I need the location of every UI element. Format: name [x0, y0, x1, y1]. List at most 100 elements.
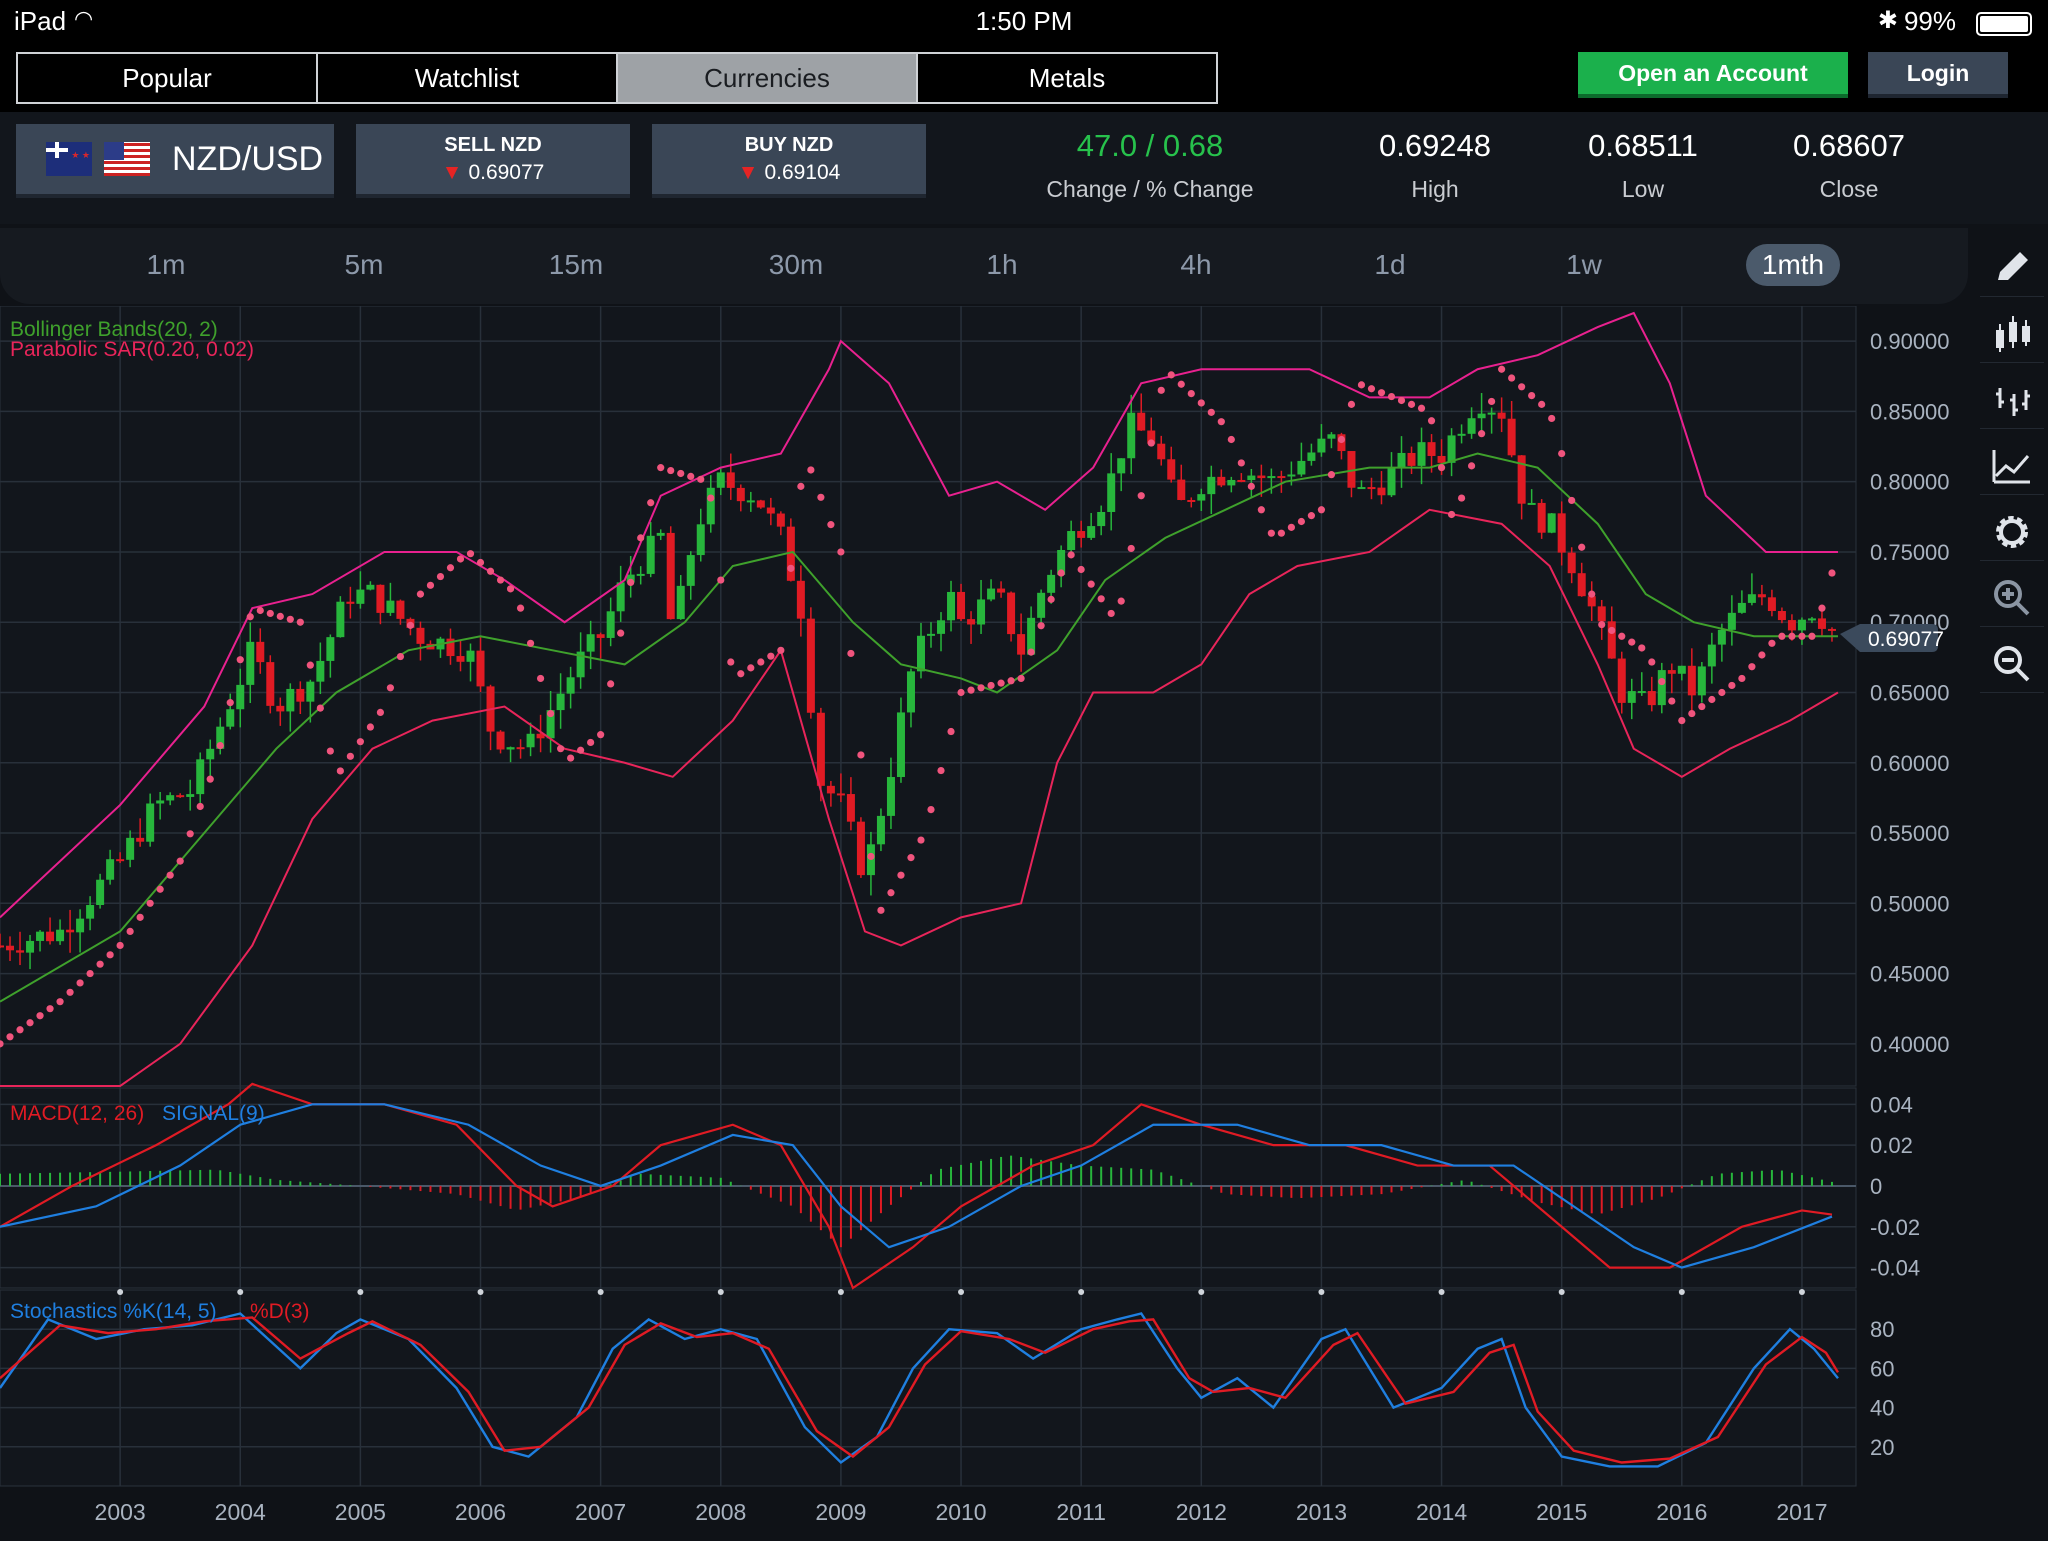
candle-body [927, 633, 936, 636]
zoom-out-icon [1994, 646, 2030, 682]
sar-dot [486, 567, 495, 575]
tab-currencies[interactable]: Currencies [618, 54, 918, 102]
sar-dot [1688, 709, 1696, 718]
timeframe-1mth[interactable]: 1mth [1746, 244, 1840, 286]
sar-dot [657, 464, 665, 472]
sar-dot [937, 766, 945, 775]
candle-body [1047, 574, 1056, 593]
pane-1 [0, 1087, 1857, 1289]
candle-body [1207, 476, 1216, 495]
sar-dot [346, 752, 354, 760]
sar-dot [1257, 506, 1265, 514]
pane-handle-dot [717, 1289, 724, 1295]
ohlc-bars-icon [1996, 388, 2030, 416]
candle-body [576, 651, 585, 678]
candle-body [516, 747, 525, 750]
sar-dot [1518, 383, 1526, 391]
timeframe-1m[interactable]: 1m [146, 249, 186, 280]
candle-body [957, 591, 966, 620]
sar-dot [456, 555, 465, 563]
candle-body [1277, 476, 1286, 479]
tab-popular[interactable]: Popular [18, 54, 318, 102]
sar-dot [1628, 638, 1636, 646]
sar-dot [967, 686, 975, 694]
sar-dot [1447, 510, 1456, 519]
y-tick-label: 0.02 [1870, 1133, 1913, 1158]
candle-body [1807, 618, 1816, 621]
candle-body [1617, 658, 1626, 703]
pane-handle-dot [477, 1289, 484, 1295]
sar-dot [1147, 439, 1155, 447]
candle-body [746, 500, 755, 503]
sar-dot [46, 1005, 54, 1013]
sar-dot [116, 941, 124, 950]
candlestick-mode-button[interactable] [1980, 306, 2044, 363]
stoch-d-line [0, 1316, 1840, 1464]
sar-dot [797, 482, 805, 490]
candle-body [1167, 459, 1176, 480]
sell-button[interactable]: SELL NZD ▼ 0.69077 [356, 124, 630, 194]
candle-body [416, 627, 425, 644]
ohlc-mode-button[interactable] [1980, 372, 2044, 429]
indicator-lines [0, 311, 1856, 1468]
pane-handle-dot [1678, 1289, 1685, 1295]
candle-body [26, 940, 35, 953]
open-account-button[interactable]: Open an Account [1578, 52, 1848, 94]
sar-dot [1117, 597, 1125, 605]
line-mode-button[interactable] [1980, 438, 2044, 495]
buy-button[interactable]: BUY NZD ▼ 0.69104 [652, 124, 926, 194]
sar-dot [1027, 648, 1035, 656]
candle-body [1727, 612, 1736, 630]
timeframe-15m[interactable]: 15m [548, 249, 604, 280]
sar-dot [356, 738, 364, 746]
tab-metals[interactable]: Metals [918, 54, 1216, 102]
candle-body [1077, 531, 1086, 538]
sar-dot [0, 1040, 4, 1048]
candle-body [716, 472, 725, 488]
draw-tool-button[interactable] [1980, 240, 2044, 297]
sar-dot [917, 836, 925, 844]
candle-body [1437, 455, 1446, 463]
sar-dot [226, 699, 234, 707]
candle-body [536, 733, 545, 739]
candle-body [1817, 618, 1826, 629]
sar-dot [607, 680, 615, 688]
timeframe-1d[interactable]: 1d [1374, 249, 1406, 280]
timeframe-4h[interactable]: 4h [1180, 249, 1212, 280]
candle-body [766, 507, 775, 514]
sar-dot [587, 738, 595, 747]
settings-button[interactable] [1980, 504, 2044, 561]
year-label: 2013 [1296, 1499, 1347, 1525]
instrument-selector[interactable]: NZD/USD [16, 124, 334, 194]
candle-body [1637, 691, 1646, 694]
zoom-in-icon [1994, 580, 2030, 616]
candle-body [156, 800, 165, 804]
candle-body [316, 660, 325, 682]
candle-body [1087, 526, 1096, 538]
sar-dot [1728, 681, 1736, 690]
change-stat: 47.0 / 0.68 Change / % Change [1030, 128, 1270, 203]
year-label: 2005 [335, 1499, 386, 1525]
sar-dot [1017, 674, 1025, 683]
sar-dot [1568, 496, 1576, 505]
instrument-pair: NZD/USD [172, 139, 324, 178]
timeframe-5m[interactable]: 5m [344, 249, 384, 280]
candle-body [566, 677, 575, 694]
chart-canvas[interactable]: 2003 2004 2005 2006 2007 2008 2009 2010 2011 2012… [0, 305, 1976, 1536]
zoom-in-button[interactable] [1980, 570, 2044, 627]
price-chart[interactable]: 2003 2004 2005 2006 2007 2008 2009 2010 2011 2012… [0, 305, 1976, 1536]
sar-dot [386, 684, 395, 692]
timeframe-1w[interactable]: 1w [1566, 249, 1602, 280]
sar-dot [1137, 492, 1145, 500]
candle-body [1427, 442, 1436, 456]
sar-dot [336, 767, 344, 775]
login-button[interactable]: Login [1868, 52, 2008, 94]
timeframe-1h[interactable]: 1h [986, 249, 1018, 280]
sar-dot [396, 652, 405, 661]
tab-watchlist[interactable]: Watchlist [318, 54, 618, 102]
zoom-out-button[interactable] [1980, 636, 2044, 693]
candle-body [906, 671, 915, 713]
candle-body [1367, 487, 1376, 490]
y-tick-label: 80 [1870, 1317, 1894, 1342]
timeframe-30m[interactable]: 30m [768, 249, 824, 280]
